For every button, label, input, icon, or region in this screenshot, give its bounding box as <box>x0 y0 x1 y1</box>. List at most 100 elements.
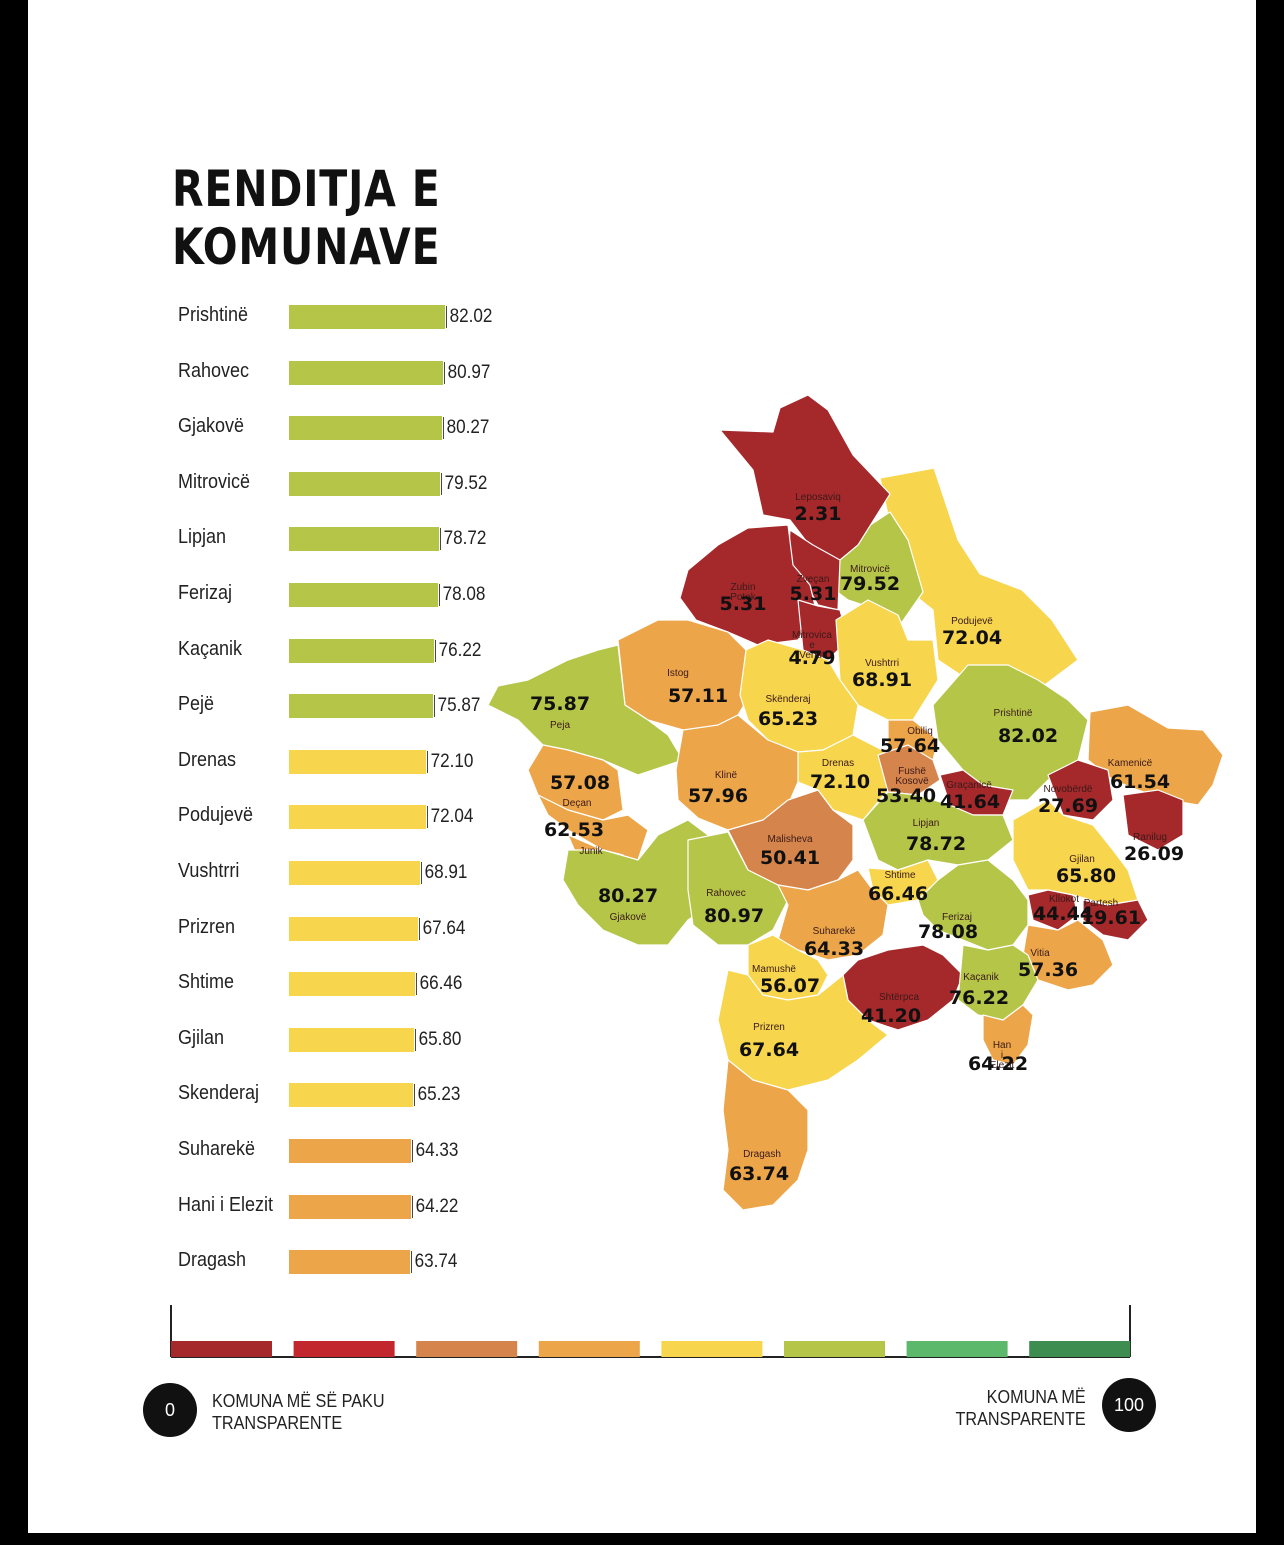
report-page: RENDITJA E KOMUNAVE Prishtinë 82.02 Rahove… <box>28 0 1256 1533</box>
municipality-value-label: 72.04 <box>942 627 1002 649</box>
bar-label: Vushtrri <box>178 860 240 882</box>
bar-label: Lipjan <box>178 526 227 549</box>
municipality-name-label: Mitrovicë <box>850 564 890 575</box>
municipality-name-label: Vitia <box>1030 948 1050 959</box>
municipality-name-label: Zubin Potok <box>730 582 757 603</box>
municipality-name-label: Junik <box>579 846 603 857</box>
municipality-area <box>1122 789 1184 851</box>
bar-value-label: 72.04 <box>427 806 473 829</box>
bar <box>289 360 443 385</box>
municipality-name-label: Kllokot <box>1049 894 1079 905</box>
bar-label: Skenderaj <box>178 1082 260 1105</box>
municipality-name-label: Klinë <box>715 770 738 781</box>
bar <box>289 694 434 719</box>
municipality-value-label: 72.10 <box>810 771 870 793</box>
municipality-name-label: Partesh <box>1084 898 1118 909</box>
municipality-name-label: Han i Elezit <box>990 1040 1015 1071</box>
municipality-name-label: Gjakovë <box>610 912 647 923</box>
municipality-name-label: Gjilan <box>1069 854 1095 865</box>
bar <box>289 916 418 941</box>
municipality-value-label: 64.22 <box>968 1053 1028 1075</box>
scale-max-text-line-2: TRANSPARENTE <box>955 1409 1086 1429</box>
municipality-value-label: 78.72 <box>906 833 966 855</box>
bar-value-label: 65.23 <box>414 1084 460 1107</box>
municipality-name-label: Drenas <box>822 758 854 769</box>
scale-color-segment <box>538 1341 640 1357</box>
color-scale-legend <box>170 1305 1131 1358</box>
bar-label: Prizren <box>178 915 236 938</box>
municipality-value-label: 80.97 <box>704 905 764 927</box>
municipality-name-label: Fushë Kosovë <box>895 766 929 787</box>
municipality-area <box>1027 889 1079 931</box>
municipality-name-label: Shtime <box>884 870 916 881</box>
scale-color-segment <box>784 1341 885 1357</box>
municipality-name-label: Ranilug <box>1133 832 1167 843</box>
bar <box>289 638 434 663</box>
municipality-area <box>982 1004 1034 1066</box>
municipality-value-label: 41.64 <box>940 791 1000 813</box>
municipality-value-label: 56.07 <box>760 975 820 997</box>
municipality-name-label: Mitrovica e Veriut <box>792 630 832 661</box>
municipality-area <box>797 734 889 821</box>
municipality-name-label: Skënderaj <box>765 694 810 705</box>
scale-color-segment <box>171 1341 272 1357</box>
municipality-value-label: 27.69 <box>1038 795 1098 817</box>
bar-value-label: 79.52 <box>441 472 488 495</box>
municipality-name-label: Obiliq <box>907 726 933 737</box>
bar-label: Hani i Elezit <box>178 1193 274 1216</box>
municipality-value-label: 65.23 <box>758 708 818 730</box>
municipality-value-label: 57.64 <box>880 735 940 757</box>
bar-value-label: 72.10 <box>427 750 474 773</box>
bar-value-label: 64.33 <box>412 1140 459 1162</box>
municipality-value-label: 5.31 <box>720 593 767 615</box>
municipality-area <box>722 1059 809 1211</box>
municipality-name-label: Malisheva <box>767 834 812 845</box>
municipality-value-label: 4.79 <box>789 647 836 669</box>
municipality-value-label: 82.02 <box>998 725 1058 747</box>
bar-label: Ferizaj <box>178 582 233 604</box>
bar <box>289 1139 412 1163</box>
bar-label: Mitrovicë <box>178 470 251 493</box>
bar <box>289 972 416 997</box>
bar-label: Dragash <box>178 1249 247 1272</box>
bar-value-label: 80.27 <box>442 417 489 440</box>
municipality-area <box>687 831 789 946</box>
bar-value-label: 64.22 <box>412 1195 459 1218</box>
municipality-area <box>487 644 684 776</box>
bar <box>289 805 427 830</box>
ranking-bar-chart: Prishtinë 82.02 Rahovec 80.97 Gjakovë 80.27 Mi… <box>28 0 628 1300</box>
municipality-value-label: 68.91 <box>852 669 912 691</box>
municipality-value-label: 19.61 <box>1081 907 1141 929</box>
scale-min-label: 0 <box>164 1399 175 1420</box>
scale-color-segment <box>1029 1341 1131 1357</box>
bar <box>289 1083 414 1108</box>
municipality-name-label: Lipjan <box>913 818 940 829</box>
scale-max-text-line-1: KOMUNA MË <box>986 1387 1086 1407</box>
scale-max-badge: 100 <box>1102 1378 1156 1432</box>
municipality-name-label: Dragash <box>743 1149 781 1160</box>
bar-value-label: 82.02 <box>446 306 492 328</box>
page-title: RENDITJA E KOMUNAVE <box>172 160 441 276</box>
bar-label: Gjilan <box>178 1026 225 1049</box>
bar-value-label: 66.46 <box>416 973 463 996</box>
bar-label: Kaçanik <box>178 637 243 660</box>
municipality-value-label: 41.20 <box>861 1005 921 1027</box>
bar <box>289 471 441 496</box>
municipality-value-label: 57.96 <box>688 785 748 807</box>
bar <box>289 416 442 441</box>
bar-value-label: 78.08 <box>438 584 485 606</box>
municipality-area <box>537 794 649 861</box>
bar-value-label: 75.87 <box>434 695 481 718</box>
bar <box>289 1194 412 1219</box>
municipality-name-label: Rahovec <box>706 888 745 899</box>
municipality-value-label: 63.74 <box>729 1163 789 1185</box>
bar-label: Gjakovë <box>178 415 245 438</box>
scale-max-label: 100 <box>1113 1394 1145 1415</box>
municipality-value-label: 57.08 <box>550 772 610 794</box>
bar-value-label: 63.74 <box>411 1251 458 1274</box>
municipality-value-label: 78.08 <box>918 921 978 943</box>
municipality-value-label: 75.87 <box>530 693 590 715</box>
municipality-name-label: Peja <box>550 720 570 731</box>
municipality-value-label: 2.31 <box>795 503 842 525</box>
